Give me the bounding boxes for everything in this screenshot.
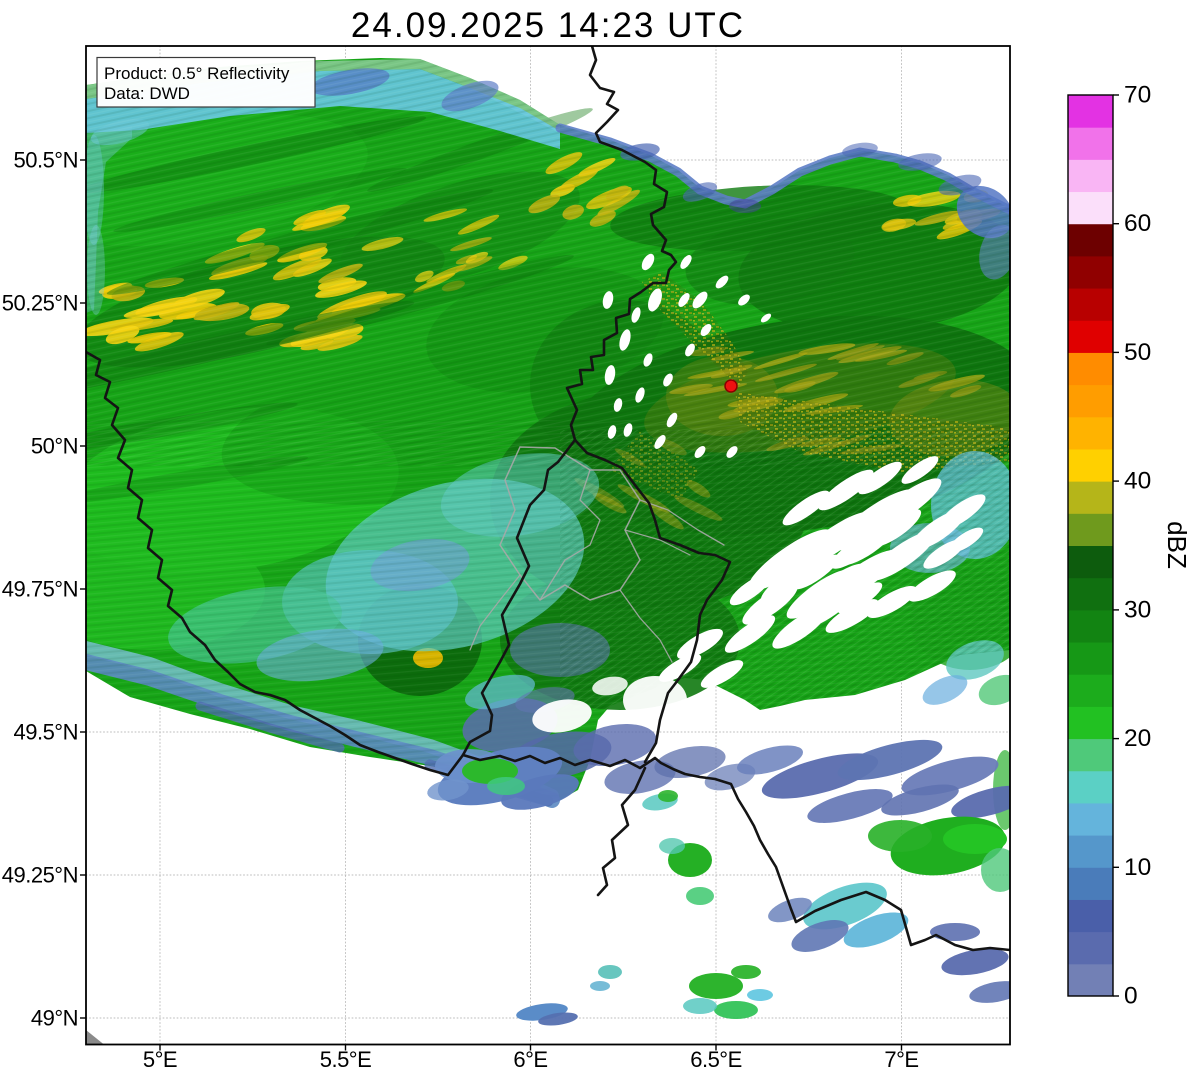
svg-text:24.09.2025 14:23 UTC: 24.09.2025 14:23 UTC bbox=[351, 6, 745, 45]
svg-text:6°E: 6°E bbox=[513, 1047, 547, 1072]
svg-text:0: 0 bbox=[1124, 983, 1138, 1010]
svg-text:Product: 0.5° Reflectivity: Product: 0.5° Reflectivity bbox=[104, 64, 290, 83]
svg-text:50°N: 50°N bbox=[31, 434, 78, 459]
svg-text:50.5°N: 50.5°N bbox=[13, 148, 78, 173]
svg-text:40: 40 bbox=[1124, 468, 1151, 495]
svg-text:7°E: 7°E bbox=[884, 1047, 918, 1072]
svg-text:5°E: 5°E bbox=[143, 1047, 177, 1072]
svg-text:30: 30 bbox=[1124, 596, 1151, 623]
svg-text:Data: DWD: Data: DWD bbox=[104, 84, 190, 103]
svg-text:50.25°N: 50.25°N bbox=[2, 291, 78, 316]
svg-text:49°N: 49°N bbox=[31, 1006, 78, 1031]
svg-text:49.25°N: 49.25°N bbox=[2, 863, 78, 888]
svg-text:dBZ: dBZ bbox=[1162, 521, 1192, 569]
svg-text:10: 10 bbox=[1124, 854, 1151, 881]
svg-text:5.5°E: 5.5°E bbox=[320, 1047, 372, 1072]
svg-text:60: 60 bbox=[1124, 210, 1151, 237]
svg-text:70: 70 bbox=[1124, 82, 1151, 109]
svg-text:6.5°E: 6.5°E bbox=[690, 1047, 742, 1072]
svg-text:20: 20 bbox=[1124, 725, 1151, 752]
svg-text:50: 50 bbox=[1124, 339, 1151, 366]
svg-text:49.75°N: 49.75°N bbox=[2, 577, 78, 602]
svg-text:49.5°N: 49.5°N bbox=[13, 720, 78, 745]
